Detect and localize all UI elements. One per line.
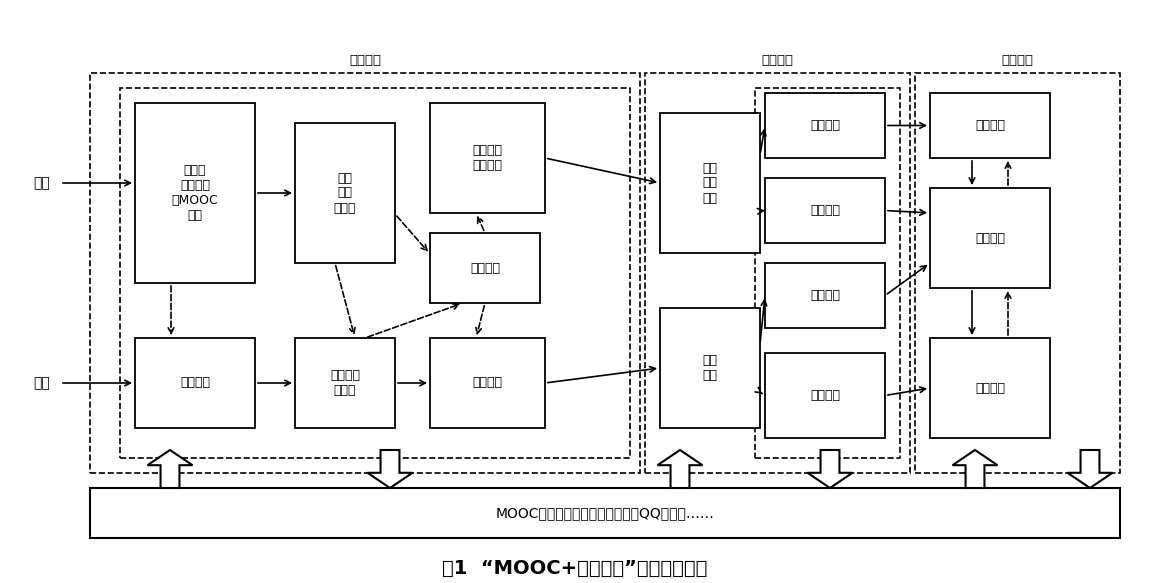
Polygon shape — [807, 450, 852, 488]
Bar — [90, 488, 1120, 538]
Text: 拓展学习: 拓展学习 — [975, 381, 1005, 395]
Text: 自主学习: 自主学习 — [181, 377, 210, 389]
Bar — [135, 338, 255, 428]
Bar — [430, 338, 545, 428]
Text: 课后阶段: 课后阶段 — [1002, 54, 1034, 68]
Bar — [430, 233, 540, 303]
Text: 完成作业
或测验: 完成作业 或测验 — [330, 369, 360, 397]
Text: 课中阶段: 课中阶段 — [761, 54, 794, 68]
Bar — [645, 73, 910, 473]
Text: 疑难讲解: 疑难讲解 — [810, 119, 839, 132]
Bar — [756, 88, 900, 458]
Bar — [765, 178, 886, 243]
Bar — [930, 93, 1050, 158]
Polygon shape — [952, 450, 997, 488]
Text: 自主探究: 自主探究 — [810, 389, 839, 402]
Text: 组织
课堂
活动: 组织 课堂 活动 — [703, 161, 718, 205]
Text: 组织讨论
答疑反馈: 组织讨论 答疑反馈 — [473, 144, 503, 172]
Text: 建设或
利用已有
的MOOC
资源: 建设或 利用已有 的MOOC 资源 — [171, 164, 218, 222]
Text: 学生: 学生 — [33, 376, 51, 390]
Text: 协作学习: 协作学习 — [810, 204, 839, 217]
Text: 布置
作业
或测验: 布置 作业 或测验 — [334, 171, 356, 215]
Text: 提问交流: 提问交流 — [473, 377, 503, 389]
Text: MOOC平台、学校网络教学平台、QQ、邮箱……: MOOC平台、学校网络教学平台、QQ、邮箱…… — [496, 506, 714, 520]
Polygon shape — [147, 450, 192, 488]
Polygon shape — [368, 450, 413, 488]
Bar — [765, 93, 886, 158]
Text: 知识
内化: 知识 内化 — [703, 354, 718, 382]
Bar — [296, 338, 394, 428]
Text: 课前阶段: 课前阶段 — [348, 54, 381, 68]
Bar — [930, 188, 1050, 288]
Bar — [430, 103, 545, 213]
Text: 教师: 教师 — [33, 176, 51, 190]
Bar — [120, 88, 630, 458]
Bar — [135, 103, 255, 283]
Polygon shape — [658, 450, 703, 488]
Bar — [765, 263, 886, 328]
Bar — [765, 353, 886, 438]
Text: 图1  “MOOC+翻转课堂”融合教学模式: 图1 “MOOC+翻转课堂”融合教学模式 — [443, 559, 707, 578]
Bar — [915, 73, 1120, 473]
Polygon shape — [1067, 450, 1112, 488]
Bar — [930, 338, 1050, 438]
Bar — [90, 73, 641, 473]
Text: 成果交流: 成果交流 — [810, 289, 839, 302]
Bar — [660, 308, 760, 428]
Text: 交流互动: 交流互动 — [975, 231, 1005, 244]
Bar — [296, 123, 394, 263]
Text: 学情分析: 学情分析 — [470, 262, 500, 275]
Text: 反思改进: 反思改进 — [975, 119, 1005, 132]
Bar — [660, 113, 760, 253]
